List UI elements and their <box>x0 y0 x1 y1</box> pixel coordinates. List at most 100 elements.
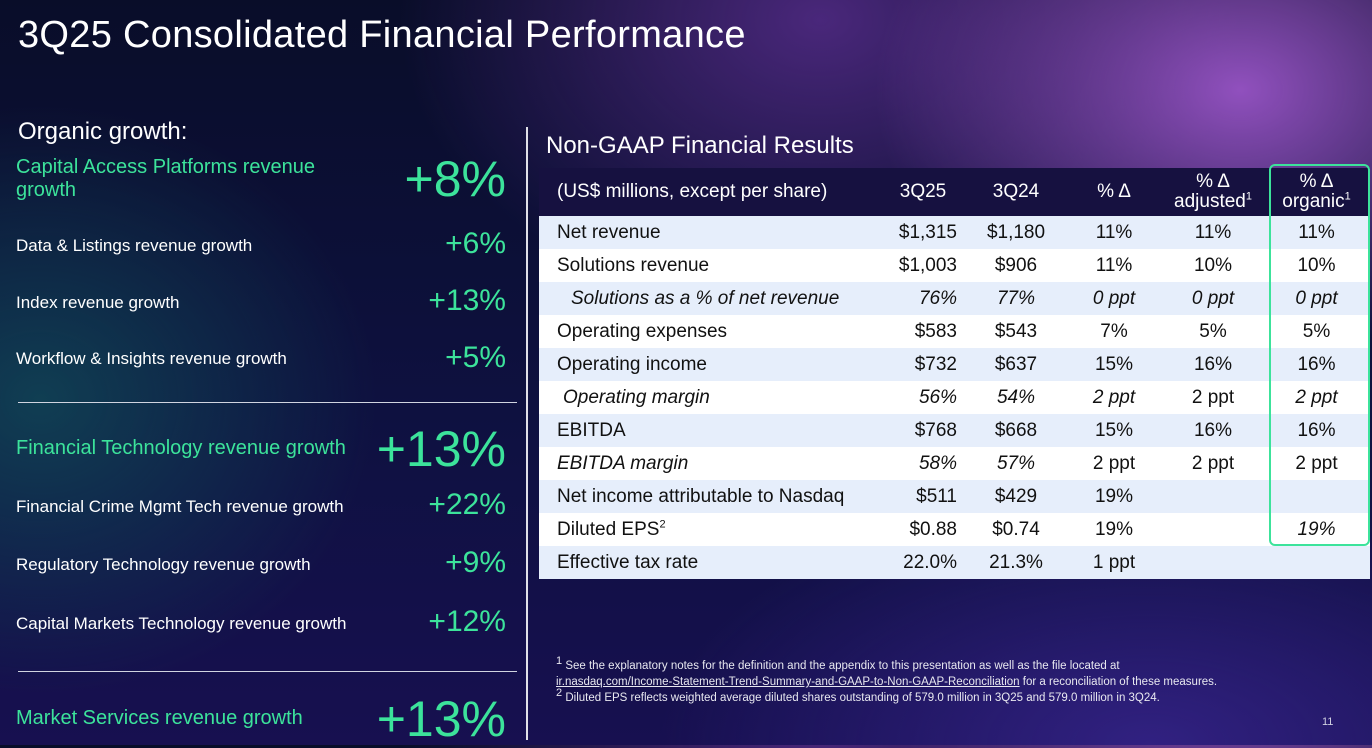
cell-3q24: $1,180 <box>986 221 1046 243</box>
table-row: Effective tax rate 22.0% 21.3% 1 ppt <box>539 546 1370 579</box>
cell-organic: 16% <box>1297 353 1336 375</box>
cell-3q24: 77% <box>996 287 1036 309</box>
table-row: Net revenue $1,315 $1,180 11% 11% 11% <box>539 216 1370 249</box>
header-label: (US$ millions, except per share) <box>557 181 828 202</box>
cell-3q24: $543 <box>994 320 1038 342</box>
cell-3q25: $0.88 <box>909 518 957 540</box>
cell-adjusted <box>1163 546 1263 579</box>
capital-access-label: Capital Access Platforms revenue growth <box>16 156 316 201</box>
row-label: EBITDA margin <box>557 452 689 474</box>
cell-pct: 11% <box>1095 221 1133 243</box>
cell-3q25: $583 <box>914 320 957 342</box>
fintech-label: Financial Technology revenue growth <box>16 437 346 459</box>
footnote-ref: 1 <box>1344 190 1351 203</box>
cell-adjusted: 11% <box>1194 221 1232 243</box>
cell-adjusted: 10% <box>1193 254 1233 276</box>
header-organic-text: organic <box>1282 191 1345 212</box>
capital-access-value: +8% <box>404 151 506 207</box>
reconciliation-link[interactable]: ir.nasdaq.com/Income-Statement-Trend-Sum… <box>556 676 1020 688</box>
table-header-row: (US$ millions, except per share) 3Q25 3Q… <box>539 168 1370 216</box>
footnote-marker: 1 <box>556 655 563 668</box>
section-divider <box>18 402 517 403</box>
row-label: Net income attributable to Nasdaq <box>557 485 845 507</box>
page-number: 11 <box>1322 716 1334 728</box>
cell-3q25: $768 <box>914 419 957 441</box>
cell-adjusted: 2 ppt <box>1191 386 1235 408</box>
cell-organic: 2 ppt <box>1295 386 1338 408</box>
table-row: Operating income $732 $637 15% 16% 16% <box>539 348 1370 381</box>
cell-pct: 11% <box>1095 254 1133 276</box>
row-label: Operating income <box>557 353 707 375</box>
footnote-2: 2 Diluted EPS reflects weighted average … <box>556 688 1346 706</box>
cell-3q24: 57% <box>996 452 1036 474</box>
cell-adjusted: 0 ppt <box>1191 287 1235 309</box>
footnote-1: 1 See the explanatory notes for the defi… <box>556 655 1346 690</box>
cell-3q25: 76% <box>918 287 957 309</box>
cell-adjusted: 16% <box>1193 419 1233 441</box>
regtech-label: Regulatory Technology revenue growth <box>16 555 311 574</box>
cell-organic: 5% <box>1302 320 1331 342</box>
cell-pct: 1 ppt <box>1092 551 1136 573</box>
row-label: Solutions revenue <box>557 254 710 276</box>
table-row: EBITDA margin 58% 57% 2 ppt 2 ppt 2 ppt <box>539 447 1370 480</box>
table-row: Diluted EPS2 $0.88 $0.74 19% 19% <box>539 513 1370 546</box>
cell-organic: 16% <box>1297 419 1336 441</box>
cell-organic: 10% <box>1297 254 1336 276</box>
cell-pct: 7% <box>1100 320 1128 342</box>
index-label: Index revenue growth <box>16 293 180 312</box>
row-label: EBITDA <box>557 419 626 441</box>
table-row: Solutions as a % of net revenue 76% 77% … <box>539 282 1370 315</box>
cell-pct: 15% <box>1094 419 1134 441</box>
cell-organic: 0 ppt <box>1295 287 1338 309</box>
cell-adjusted: 16% <box>1193 353 1233 375</box>
cell-3q24: $0.74 <box>992 518 1040 540</box>
header-pct-adjusted: % Δ adjusted1 <box>1163 168 1263 216</box>
footnotes: 1 See the explanatory notes for the defi… <box>556 655 1346 706</box>
header-pct-change: % Δ <box>1097 181 1131 202</box>
section-divider <box>18 671 517 672</box>
row-label: Operating expenses <box>557 320 728 342</box>
cell-adjusted: 5% <box>1199 320 1227 342</box>
footnote-ref: 1 <box>1245 190 1252 203</box>
cell-3q25: $1,315 <box>898 221 957 243</box>
capmarkets-tech-value: +12% <box>428 605 506 638</box>
cell-organic <box>1263 546 1370 579</box>
table-title: Non-GAAP Financial Results <box>546 132 854 159</box>
cell-pct: 0 ppt <box>1092 287 1136 309</box>
cell-3q25: $1,003 <box>898 254 957 276</box>
row-label: Diluted EPS2 <box>539 513 879 546</box>
page-title: 3Q25 Consolidated Financial Performance <box>18 14 746 56</box>
organic-growth-heading: Organic growth: <box>18 118 188 145</box>
cell-3q24: $637 <box>994 353 1038 375</box>
table-row: Operating expenses $583 $543 7% 5% 5% <box>539 315 1370 348</box>
cell-pct: 19% <box>1094 485 1134 507</box>
data-listings-value: +6% <box>445 227 506 260</box>
header-pct-organic: % Δ organic1 <box>1263 168 1370 216</box>
index-value: +13% <box>428 284 506 317</box>
capmarkets-tech-label: Capital Markets Technology revenue growt… <box>16 614 347 633</box>
cell-3q25: $732 <box>914 353 957 375</box>
footnote-1-tail: for a reconciliation of these measures. <box>1019 676 1218 688</box>
vertical-divider <box>526 127 528 740</box>
cell-organic: 19% <box>1297 518 1336 540</box>
cell-3q25: $511 <box>916 485 957 507</box>
fintech-value: +13% <box>376 421 506 477</box>
header-3q24: 3Q24 <box>992 181 1040 202</box>
table-row: Operating margin 56% 54% 2 ppt 2 ppt 2 p… <box>539 381 1370 414</box>
cell-3q24: 54% <box>996 386 1036 408</box>
cell-3q24: 21.3% <box>989 551 1043 573</box>
cell-3q24: $429 <box>994 485 1038 507</box>
header-pct-adjusted-bottom: adjusted1 <box>1163 190 1263 212</box>
fincrime-label: Financial Crime Mgmt Tech revenue growth <box>16 497 344 516</box>
header-pct-organic-top: % Δ <box>1299 171 1334 192</box>
row-label: Operating margin <box>563 386 710 408</box>
header-pct-adjusted-top: % Δ <box>1196 171 1230 192</box>
cell-3q24: $668 <box>994 419 1038 441</box>
organic-column-highlight <box>1269 164 1370 546</box>
footnote-2-text: Diluted EPS reflects weighted average di… <box>565 692 1160 704</box>
cell-pct: 15% <box>1094 353 1134 375</box>
cell-pct: 2 ppt <box>1092 452 1136 474</box>
row-label: Solutions as a % of net revenue <box>571 287 840 309</box>
market-services-label: Market Services revenue growth <box>16 707 303 729</box>
cell-organic: 2 ppt <box>1295 452 1338 474</box>
